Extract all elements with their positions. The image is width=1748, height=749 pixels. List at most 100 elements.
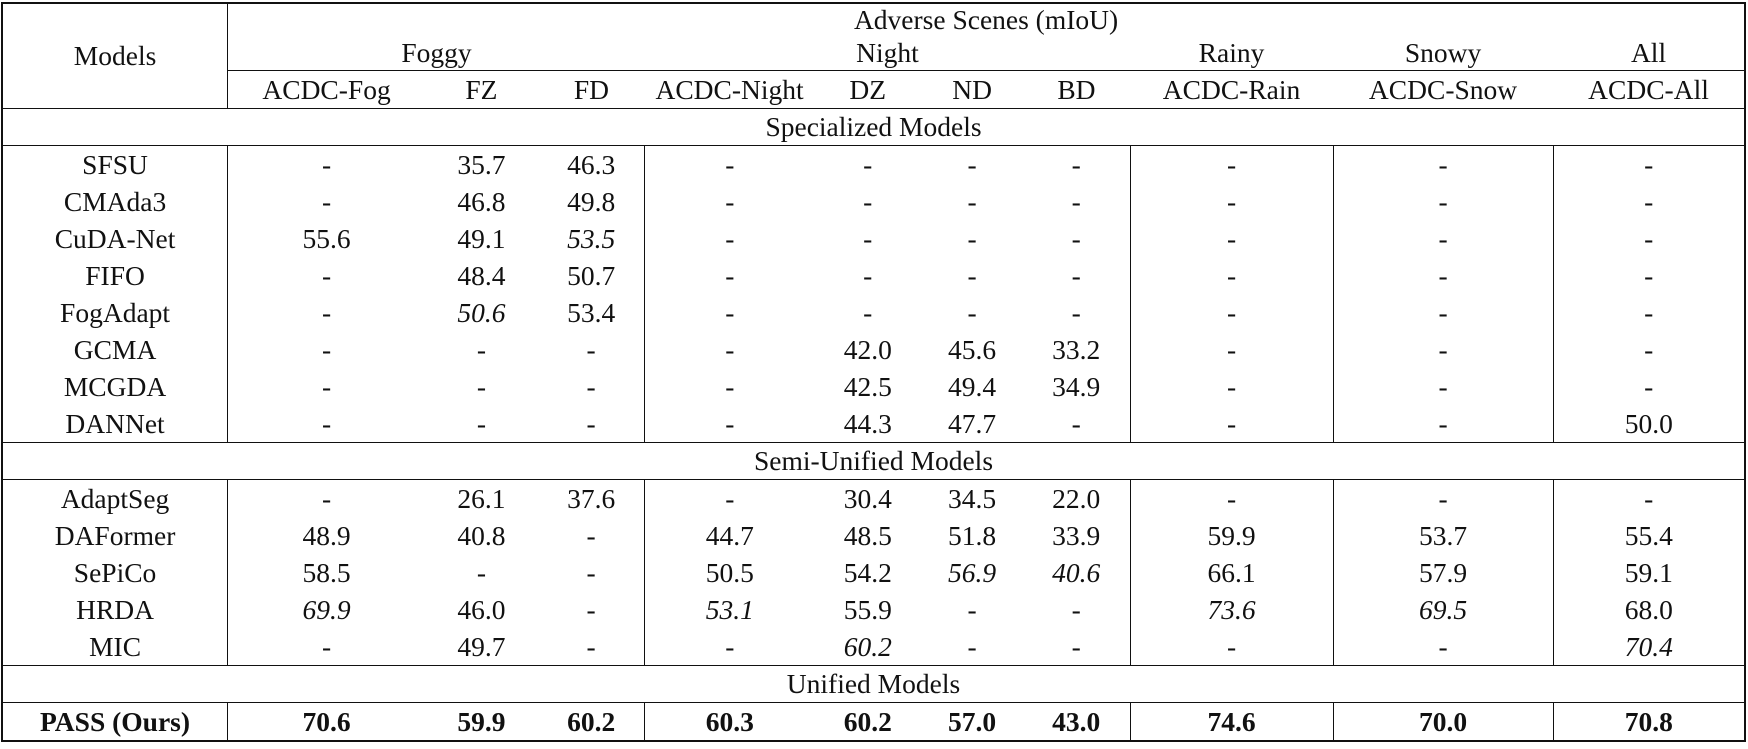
value-cell: - (1130, 294, 1334, 331)
value-cell: 60.3 (644, 702, 815, 742)
value-cell: 54.2 (843, 556, 892, 588)
value-cell: - (1553, 294, 1746, 331)
table-row: PASS (Ours) 70.6 59.9 60.2 60.3 60.2 57.0 43.0 7… (1, 702, 1746, 742)
value-cell: - (537, 554, 646, 591)
value-cell: 35.7 (457, 148, 506, 180)
value-cell: - (725, 259, 735, 291)
value-cell: 56.9 (948, 556, 997, 588)
model-name-cell: DANNet (1, 405, 229, 443)
model-name-cell: SFSU (1, 145, 229, 183)
value-cell: 68.0 (1553, 591, 1746, 628)
models-header: Models (1, 2, 229, 109)
value-cell: - (1553, 331, 1746, 368)
column-header: DZ (814, 70, 922, 109)
value-cell: - (725, 296, 735, 328)
value-cell: - (537, 628, 646, 666)
table-row: SePiCo 58.5 - - 50.5 54.2 56.9 40.6 66.1 57.9 59.1 (1, 554, 1746, 591)
value-cell: - (1333, 479, 1554, 517)
table-row: MCGDA - - - -42.5 49.4 34.9- - - (1, 368, 1746, 405)
section-title: Specialized Models (1, 108, 1746, 146)
value-cell: 50.6 (457, 296, 506, 328)
model-name-cell: DAFormer (1, 517, 229, 554)
value-cell: - (321, 296, 332, 328)
value-cell: 48.4 (457, 259, 506, 291)
section-header-row: Unified Models (1, 665, 1746, 703)
value-cell: - (967, 259, 977, 291)
value-cell: - (1022, 628, 1131, 666)
value-cell: - (321, 370, 332, 402)
value-cell: - (863, 259, 873, 291)
value-cell: 45.6 (948, 333, 997, 365)
value-cell: - (1553, 368, 1746, 405)
value-cell: - (537, 405, 646, 443)
value-cell: - (537, 591, 646, 628)
value-cell: 46.8 (457, 185, 506, 217)
value-cell: 50.0 (1553, 405, 1746, 443)
value-cell: 42.5 (843, 370, 892, 402)
value-cell: - (1553, 257, 1746, 294)
value-cell: 49.7 (425, 628, 538, 666)
value-cell: - (1022, 294, 1131, 331)
value-cell: - (967, 222, 977, 254)
value-cell: - (476, 556, 486, 588)
value-cell: 60.2 (814, 628, 922, 666)
group-foggy: Foggy (401, 37, 472, 69)
value-cell: 74.6 (1130, 702, 1334, 742)
header-row-1: Models Adverse Scenes (mIoU) (1, 2, 1747, 109)
value-cell: 51.8 (948, 519, 997, 551)
value-cell: - (967, 593, 977, 625)
value-cell: - (1022, 405, 1131, 443)
column-header: BD (1022, 70, 1130, 109)
value-cell: - (863, 222, 873, 254)
value-cell: 43.0 (1022, 702, 1131, 742)
table-row: DANNet - - - -44.3 47.7- - -50.0 (1, 405, 1746, 443)
value-cell: - (1130, 145, 1334, 183)
section-title: Semi-Unified Models (1, 442, 1746, 480)
model-name-cell: PASS (Ours) (1, 702, 229, 742)
value-cell: - (1333, 183, 1554, 220)
model-name-cell: AdaptSeg (1, 479, 229, 517)
header-row-2: Foggy Night Rainy Snowy All (2, 36, 1746, 71)
value-cell: 55.9 (843, 593, 892, 625)
column-header: ND (921, 70, 1023, 109)
value-cell: 59.9 (1130, 517, 1334, 554)
value-cell: - (1022, 591, 1131, 628)
table-row: HRDA 69.9 46.0-53.1 55.9- -73.6 69.5 68.0 (1, 591, 1746, 628)
value-cell: 47.7 (921, 405, 1023, 443)
section-header-row: Specialized Models (1, 108, 1746, 146)
value-cell: 40.8 (457, 519, 506, 551)
value-cell: - (537, 517, 646, 554)
group-all: All (1553, 36, 1746, 71)
value-cell: - (321, 148, 332, 180)
table-row: DAFormer 48.9 40.8- 44.7 48.5 51.8 33.9 59.9 53.… (1, 517, 1746, 554)
value-cell: 70.4 (1553, 628, 1746, 666)
value-cell: - (921, 628, 1023, 666)
value-cell: - (1333, 368, 1554, 405)
value-cell: - (1130, 220, 1334, 257)
column-header: ACDC-All (1553, 70, 1746, 109)
value-cell: - (725, 370, 735, 402)
value-cell: 60.2 (537, 702, 646, 742)
value-cell: 44.7 (705, 519, 754, 551)
value-cell: - (1553, 220, 1746, 257)
value-cell: - (644, 405, 815, 443)
column-header: ACDC-Fog (227, 70, 426, 109)
value-cell: - (537, 368, 646, 405)
model-name-cell: FogAdapt (1, 294, 229, 331)
value-cell: - (967, 296, 977, 328)
value-cell: 69.9 (302, 593, 351, 625)
table-row: GCMA - - - -42.0 45.6 33.2- - - (1, 331, 1746, 368)
value-cell: - (227, 405, 426, 443)
value-cell: 57.0 (921, 702, 1023, 742)
value-cell: 50.5 (705, 556, 754, 588)
value-cell: - (1022, 145, 1131, 183)
value-cell: - (321, 185, 332, 217)
value-cell: 33.9 (1022, 517, 1131, 554)
section-header-row: Semi-Unified Models (1, 442, 1746, 480)
value-cell: 55.4 (1553, 517, 1746, 554)
value-cell: - (1333, 257, 1554, 294)
value-cell: - (1130, 405, 1334, 443)
value-cell: 69.5 (1333, 591, 1554, 628)
value-cell: - (476, 333, 486, 365)
